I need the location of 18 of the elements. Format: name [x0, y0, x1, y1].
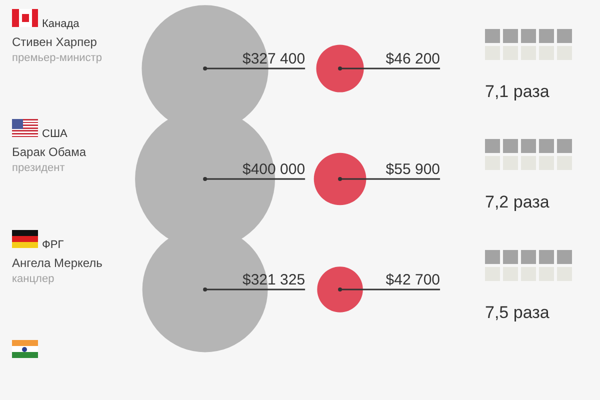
data-label: 7,5 раза [485, 303, 550, 322]
category-label: США [42, 128, 68, 140]
text: Барак Обама [12, 145, 86, 159]
text: Стивен Харпер [12, 34, 97, 48]
data-label: $42 700 [386, 272, 440, 289]
data-label: $321 325 [242, 272, 306, 289]
data-label: 7,2 раза [485, 192, 550, 212]
data-label: $46 200 [386, 50, 440, 68]
text: премьер-министр [12, 52, 102, 64]
data-label: $400 000 [242, 161, 306, 178]
category-label: ФРГ [42, 238, 64, 250]
data-label: $327 400 [242, 50, 306, 68]
text: президент [12, 162, 65, 175]
text: канцлер [12, 272, 54, 286]
data-label: $55 900 [386, 161, 440, 178]
text: Ангела Меркель [12, 256, 102, 270]
category-label: Канада [42, 18, 80, 30]
data-label: 7,1 раза [485, 82, 550, 102]
